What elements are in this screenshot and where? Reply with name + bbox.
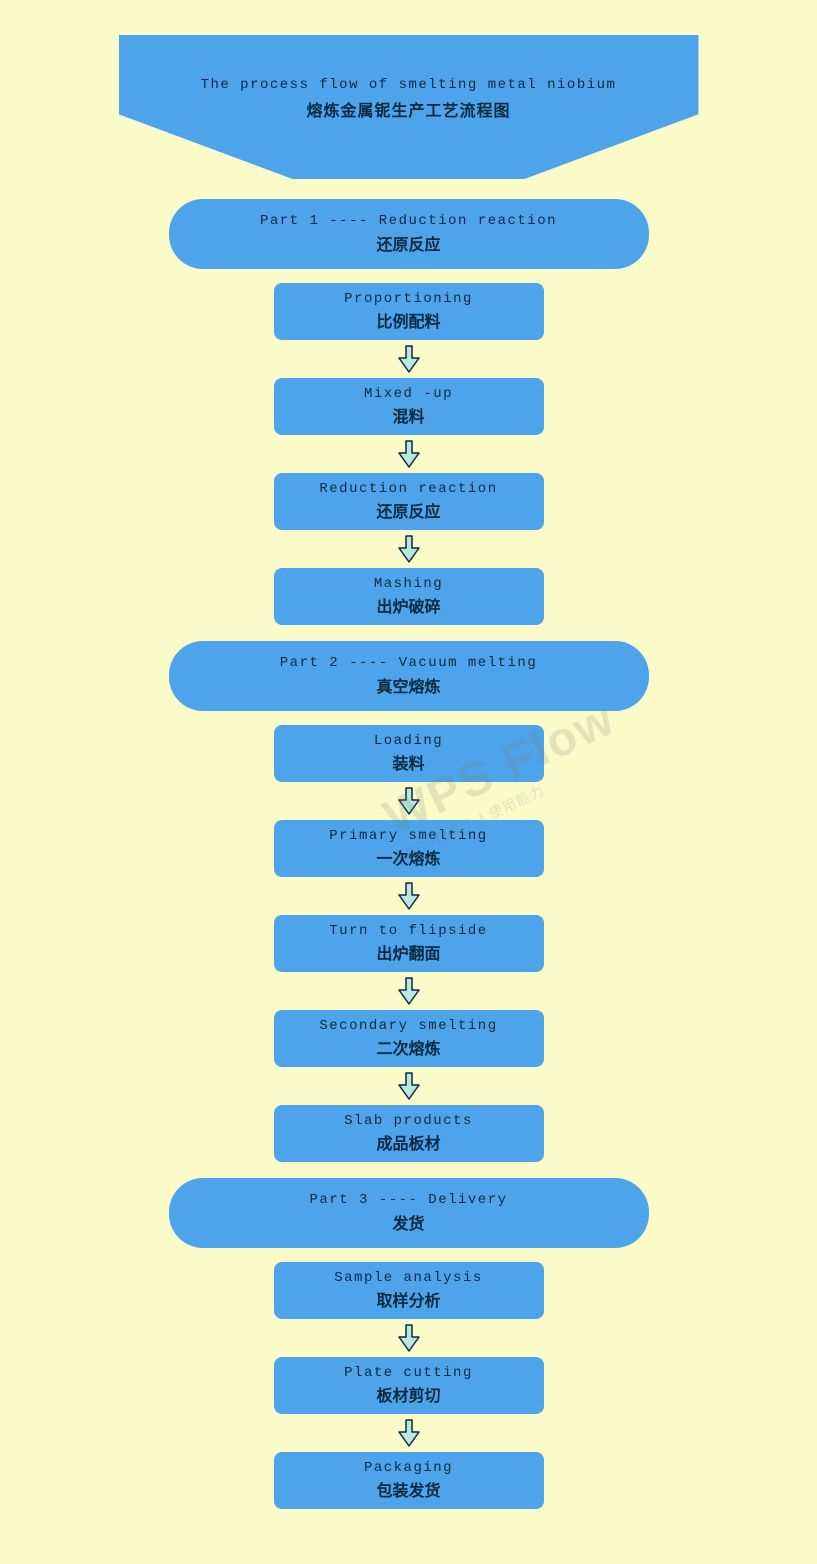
down-arrow-icon: [395, 881, 423, 911]
step-cn: 还原反应: [376, 498, 440, 522]
flow-body: Part 1 ---- Reduction reaction 还原反应 Propor…: [169, 195, 649, 1509]
flow-step: Sample analysis取样分析: [274, 1262, 544, 1319]
step-en: Reduction reaction: [319, 481, 497, 497]
flow-step: Packaging包装发货: [274, 1452, 544, 1509]
step-en: Proportioning: [344, 291, 473, 307]
step-en: Turn to flipside: [329, 923, 487, 939]
part-header-3: Part 3 ---- Delivery 发货: [169, 1178, 649, 1248]
flow-step: Primary smelting一次熔炼: [274, 820, 544, 877]
flow-step: Turn to flipside出炉翻面: [274, 915, 544, 972]
step-cn: 取样分析: [376, 1287, 440, 1311]
flow-step: Plate cutting板材剪切: [274, 1357, 544, 1414]
flow-step: Mixed -up混料: [274, 378, 544, 435]
part-header-cn: 发货: [392, 1210, 424, 1234]
step-en: Mixed -up: [364, 386, 453, 402]
down-arrow-icon: [395, 976, 423, 1006]
part-header-en: Part 1 ---- Reduction reaction: [260, 213, 557, 229]
step-cn: 出炉翻面: [376, 940, 440, 964]
flowchart-canvas: The process flow of smelting metal niobi…: [0, 0, 817, 1549]
step-cn: 包装发货: [376, 1477, 440, 1501]
flow-step: Slab products成品板材: [274, 1105, 544, 1162]
part-header-cn: 还原反应: [376, 231, 440, 255]
flow-step: Secondary smelting二次熔炼: [274, 1010, 544, 1067]
flow-step: Loading装料: [274, 725, 544, 782]
flow-step: Mashing出炉破碎: [274, 568, 544, 625]
title-cn: 熔炼金属铌生产工艺流程图: [306, 97, 510, 121]
step-cn: 混料: [392, 403, 424, 427]
step-en: Plate cutting: [344, 1365, 473, 1381]
down-arrow-icon: [395, 1071, 423, 1101]
step-cn: 比例配料: [376, 308, 440, 332]
down-arrow-icon: [395, 344, 423, 374]
part-header-en: Part 3 ---- Delivery: [309, 1192, 507, 1208]
part-header-cn: 真空熔炼: [376, 673, 440, 697]
step-cn: 二次熔炼: [376, 1035, 440, 1059]
step-cn: 装料: [392, 750, 424, 774]
step-en: Packaging: [364, 1460, 453, 1476]
flow-step: Proportioning比例配料: [274, 283, 544, 340]
part-header-2: Part 2 ---- Vacuum melting 真空熔炼: [169, 641, 649, 711]
step-en: Slab products: [344, 1113, 473, 1129]
step-en: Secondary smelting: [319, 1018, 497, 1034]
down-arrow-icon: [395, 534, 423, 564]
title-en: The process flow of smelting metal niobi…: [201, 77, 617, 93]
down-arrow-icon: [395, 786, 423, 816]
down-arrow-icon: [395, 439, 423, 469]
part-header-1: Part 1 ---- Reduction reaction 还原反应: [169, 199, 649, 269]
step-cn: 出炉破碎: [376, 593, 440, 617]
flowchart-title: The process flow of smelting metal niobi…: [119, 35, 699, 179]
step-en: Sample analysis: [334, 1270, 483, 1286]
part-header-en: Part 2 ---- Vacuum melting: [280, 655, 537, 671]
flow-step: Reduction reaction还原反应: [274, 473, 544, 530]
down-arrow-icon: [395, 1323, 423, 1353]
step-cn: 成品板材: [376, 1130, 440, 1154]
step-en: Loading: [374, 733, 443, 749]
down-arrow-icon: [395, 1418, 423, 1448]
step-en: Primary smelting: [329, 828, 487, 844]
step-cn: 一次熔炼: [376, 845, 440, 869]
step-cn: 板材剪切: [376, 1382, 440, 1406]
step-en: Mashing: [374, 576, 443, 592]
